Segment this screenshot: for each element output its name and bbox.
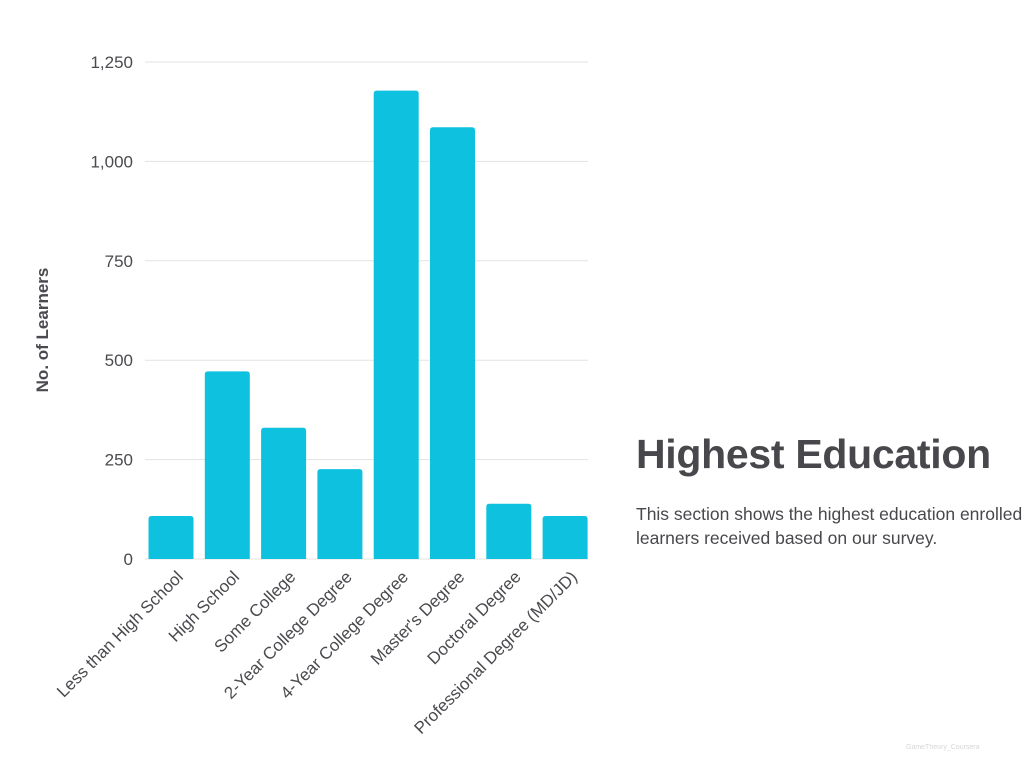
bar	[486, 503, 532, 559]
y-tick-label: 1,000	[90, 152, 133, 171]
bar	[373, 90, 419, 559]
bar	[430, 127, 475, 560]
y-tick-label: 250	[105, 451, 133, 470]
bar	[204, 371, 250, 559]
y-tick-label: 500	[105, 351, 133, 370]
y-tick-label: 0	[124, 550, 133, 569]
watermark: GameTheory_Coursera	[906, 744, 980, 751]
bar	[261, 427, 307, 559]
bar	[317, 469, 363, 559]
bar	[148, 516, 194, 559]
section-title: Highest Education	[636, 431, 991, 477]
section-description: This section shows the highest education…	[636, 504, 1023, 548]
y-tick-label: 1,250	[90, 53, 133, 72]
y-axis-ticks: 0 250 500 750 1,000 1,250	[90, 53, 133, 569]
y-axis-label: No. of Learners	[33, 268, 52, 393]
bar	[542, 516, 588, 559]
side-panel: Highest Education This section shows the…	[636, 430, 1022, 550]
y-tick-label: 750	[105, 252, 133, 271]
bars	[148, 90, 588, 560]
